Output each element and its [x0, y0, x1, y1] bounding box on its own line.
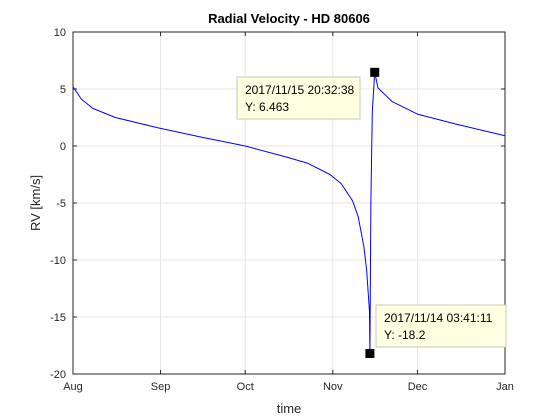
x-tick-label: Oct: [237, 381, 254, 393]
x-tick-label: Aug: [63, 381, 83, 393]
y-tick-label: -15: [50, 312, 66, 324]
y-tick-label: -10: [50, 255, 66, 267]
datatip-box: [236, 76, 361, 120]
datatip-line2: Y: 6.463: [245, 100, 289, 114]
x-tick-label: Dec: [408, 381, 428, 393]
x-tick-label: Sep: [151, 381, 171, 393]
datatip-line1: 2017/11/14 03:41:11: [384, 311, 493, 325]
datatip-box: [375, 304, 507, 348]
y-axis-label: RV [km/s]: [28, 175, 43, 231]
y-tick-label: 10: [54, 27, 66, 39]
axis-ticks: Aug Sep Oct Nov Dec Jan 10 5 0 -5 -10 -15 -20: [50, 27, 514, 393]
x-axis-label: time: [277, 401, 302, 416]
y-tick-label: -20: [50, 369, 66, 381]
y-tick-label: 0: [60, 141, 66, 153]
x-tick-label: Nov: [323, 381, 343, 393]
datatip-line1: 2017/11/15 20:32:38: [245, 83, 355, 97]
rv-series-line: [72, 71, 506, 354]
datatip-marker[interactable]: [370, 67, 380, 77]
chart-title: Radial Velocity - HD 80606: [208, 11, 370, 26]
datatips: 2017/11/15 20:32:38 Y: 6.463 2017/11/14 03…: [236, 67, 507, 358]
y-tick-label: -5: [56, 198, 66, 210]
plot-series: [72, 71, 506, 354]
y-tick-label: 5: [60, 84, 66, 96]
x-tick-label: Jan: [496, 381, 514, 393]
datatip-line2: Y: -18.2: [384, 328, 426, 342]
datatip-marker[interactable]: [365, 348, 375, 358]
